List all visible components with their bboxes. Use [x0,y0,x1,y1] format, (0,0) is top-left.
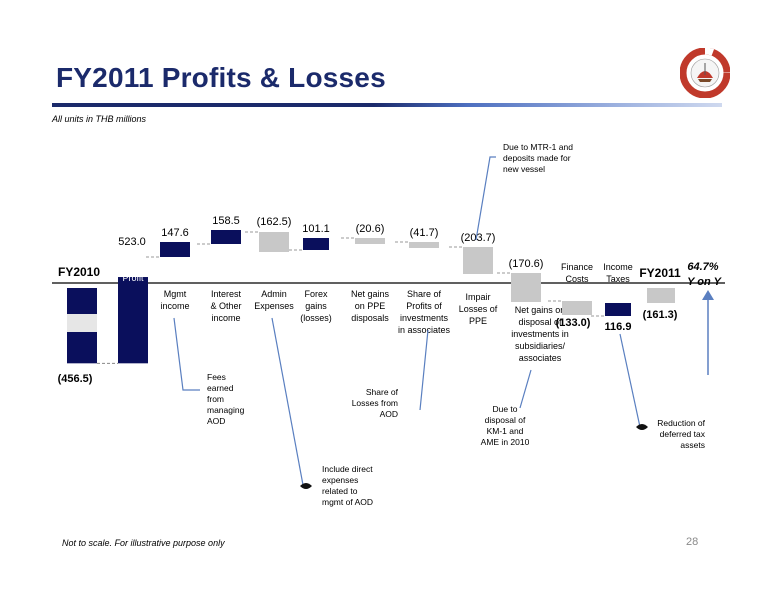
share-of-profits-category-label: Share of [407,289,442,299]
deferred-tax-annotation: assets [680,440,705,450]
fy2010-value-label: (456.5) [58,373,93,385]
income-taxes-category-label: Income [603,262,633,272]
growth-yoy: Y on Y [687,276,722,288]
net-gains-disposal-category-label: disposal of [518,317,562,327]
fees-annotation: from [207,394,224,404]
share-of-profits-bar [409,242,439,248]
km1-annotation: KM-1 and [487,426,524,436]
fy2011-bar [647,288,675,303]
finance-costs-bar [562,301,592,315]
admin-expenses-category-label: Expenses [254,301,294,311]
net-gains-ppe-bar [355,238,385,244]
mgmt-income-category-label: income [160,301,189,311]
interest-other-income-bar [211,230,241,244]
share-losses-annotation: Share of [366,387,399,397]
title-divider [52,103,722,107]
direct-expenses-annotation: expenses [322,475,358,485]
km1-annotation: AME in 2010 [481,437,530,447]
fees-annotation: Fees [207,372,226,382]
fy2010-bar-highlight [67,314,97,332]
net-gains-disposal-category-label: associates [519,353,562,363]
share-losses-annotation-leader-line [419,329,429,411]
fees-annotation: AOD [207,416,225,426]
gross-profit-value-label: 523.0 [118,236,146,248]
admin-expenses-bar [259,232,289,252]
interest-other-income-value-label: 158.5 [212,215,240,227]
page-number: 28 [686,536,699,548]
fees-annotation-leader-line [173,317,200,391]
share-losses-annotation: Losses from [352,398,398,408]
interest-other-income-category-label: income [211,313,240,323]
fy2011-label: FY2011 [639,266,681,280]
net-gains-ppe-value-label: (20.6) [356,223,385,235]
impair-losses-ppe-bar [463,247,493,274]
share-of-profits-value-label: (41.7) [410,227,439,239]
forex-gains-category-label: (losses) [300,313,332,323]
share-of-profits-category-label: investments [400,313,449,323]
direct-expenses-annotation-leader-line [271,317,304,486]
admin-expenses-category-label: Admin [261,289,287,299]
net-gains-disposal-category-label: Net gains on [515,305,566,315]
net-gains-ppe-category-label: on PPE [355,301,386,311]
impair-losses-ppe-category-label: PPE [469,316,487,326]
fy2011-value-label: (161.3) [643,309,678,321]
impair-losses-ppe-category-label: Losses of [459,304,498,314]
deferred-tax-annotation: deferred tax [660,429,706,439]
net-gains-disposal-category-label: investments in [511,329,569,339]
income-taxes-category-label: Taxes [606,274,630,284]
share-losses-annotation: AOD [380,409,398,419]
impair-losses-ppe-value-label: (203.7) [461,232,496,244]
direct-expenses-annotation: mgmt of AOD [322,497,373,507]
gross-profit-label: Profit [122,273,144,283]
net-gains-ppe-category-label: disposals [351,313,389,323]
admin-expenses-value-label: (162.5) [257,216,292,228]
forex-gains-bar [303,238,329,250]
mgmt-income-value-label: 147.6 [161,227,189,239]
forex-gains-category-label: gains [305,301,327,311]
net-gains-disposal-value-label: (170.6) [509,258,544,270]
finance-costs-value-label: (133.0) [556,317,591,329]
mtr-annotation: Due to MTR-1 and [503,142,573,152]
mtr-annotation-leader-line [475,156,496,241]
income-taxes-bar [605,303,631,316]
income-taxes-value-label: 116.9 [605,321,632,333]
km1-annotation: Due to [492,404,517,414]
mtr-annotation: new vessel [503,164,545,174]
growth-arrow-head [702,290,714,300]
fy2010-label: FY2010 [58,265,100,279]
share-of-profits-category-label: Profits of [406,301,442,311]
direct-expenses-annotation: related to [322,486,358,496]
fees-annotation: earned [207,383,234,393]
gross-profit-bar [118,277,148,364]
interest-other-income-category-label: & Other [210,301,241,311]
company-life-ring-logo-icon [680,48,730,98]
finance-costs-category-label: Finance [561,262,593,272]
deferred-tax-annotation: Reduction of [657,418,705,428]
forex-gains-value-label: 101.1 [302,223,330,235]
forex-gains-category-label: Forex [304,289,328,299]
share-of-profits-category-label: in associates [398,325,451,335]
interest-other-income-category-label: Interest [211,289,242,299]
mgmt-income-category-label: Mgmt [164,289,187,299]
deferred-tax-annotation-leader-line [619,333,641,428]
net-gains-disposal-bar [511,273,541,302]
net-gains-ppe-category-label: Net gains [351,289,390,299]
callout-marker-icon [300,483,312,489]
mgmt-income-bar [160,242,190,257]
finance-costs-category-label: Costs [565,274,589,284]
impair-losses-ppe-category-label: Impair [465,292,490,302]
mtr-annotation: deposits made for [503,153,571,163]
direct-expenses-annotation: Include direct [322,464,373,474]
callout-marker-icon [636,424,648,430]
km1-annotation: disposal of [485,415,526,425]
gross-profit-label: Gross [121,260,146,270]
growth-percent: 64.7% [687,261,718,273]
slide-title: FY2011 Profits & Losses [56,62,386,93]
km1-annotation-leader-line [519,369,532,409]
footer-note: Not to scale. For illustrative purpose o… [62,538,225,548]
units-note: All units in THB millions [52,114,147,124]
net-gains-disposal-category-label: subsidiaries/ [515,341,566,351]
fees-annotation: managing [207,405,245,415]
